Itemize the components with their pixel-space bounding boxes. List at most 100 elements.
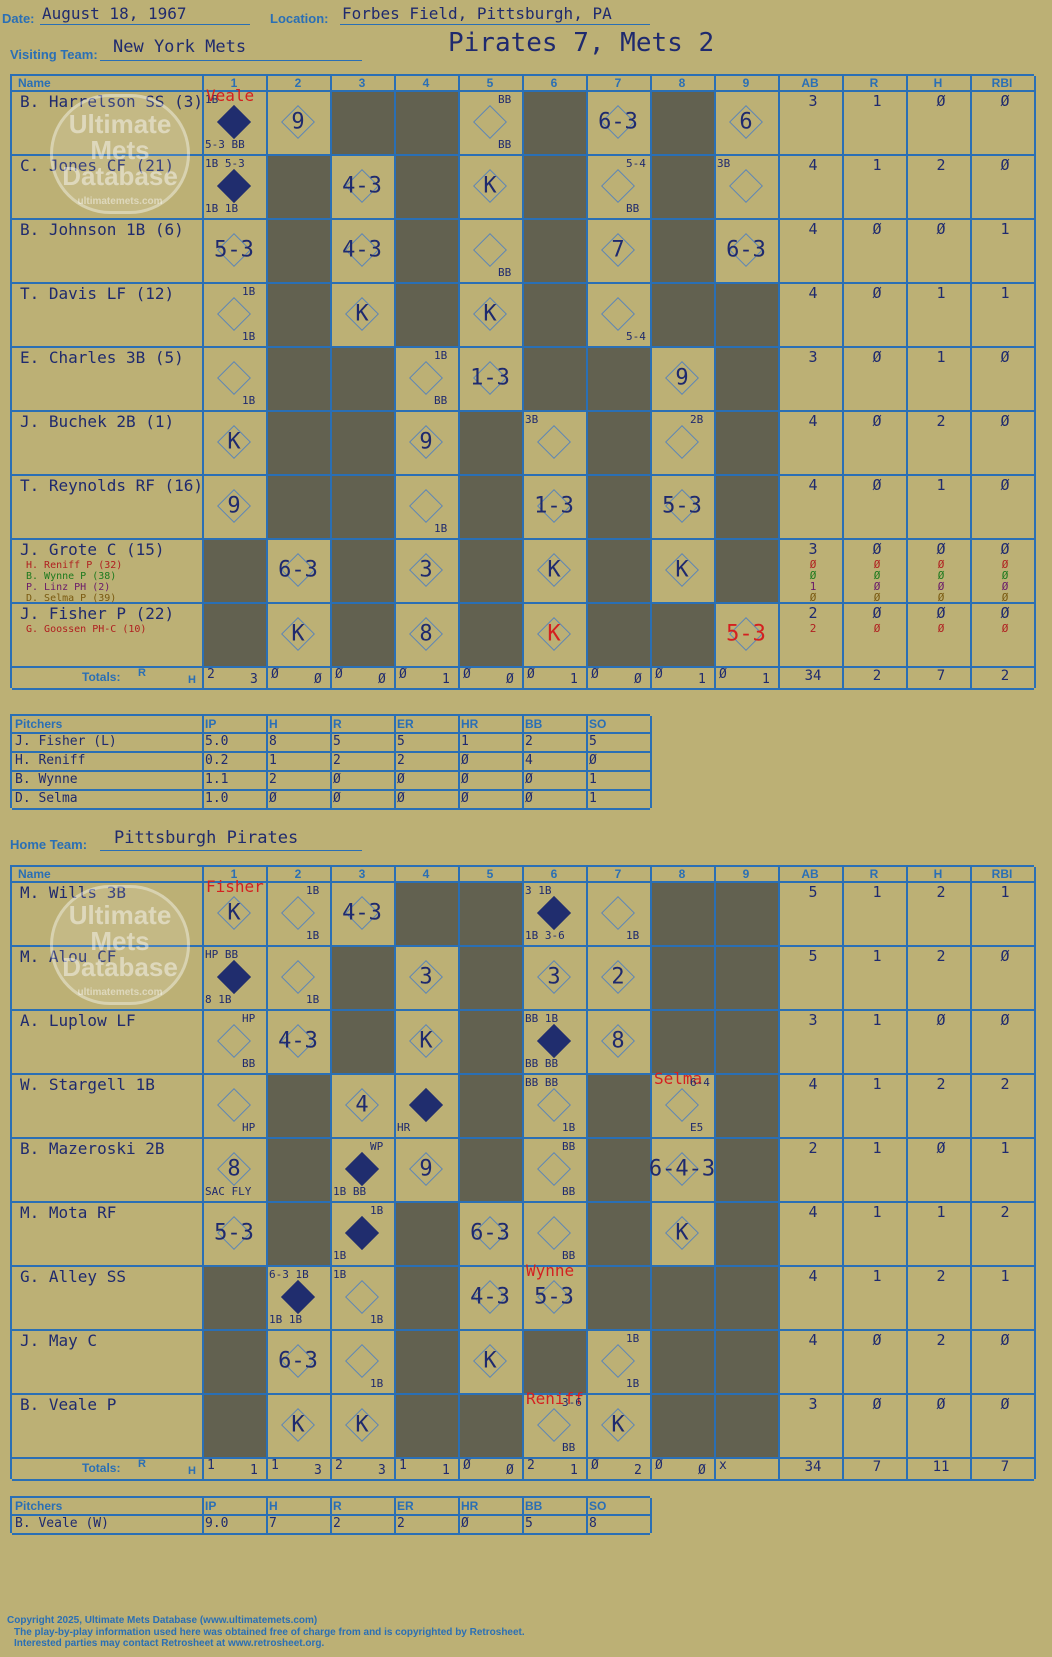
player-stat-h: 2 — [936, 1075, 946, 1093]
inactive-inning-cell — [458, 410, 522, 474]
inactive-inning-cell — [714, 282, 778, 346]
watermark-text: Mets — [90, 135, 150, 165]
play-notation: K — [611, 1412, 625, 1438]
player-stat-rbi: 1 — [1000, 883, 1010, 901]
base-diamond — [217, 361, 251, 395]
player-stat-ab: 3 — [808, 92, 818, 110]
inactive-inning-cell — [522, 346, 586, 410]
base-diamond — [665, 425, 699, 459]
column-header-rbi: RBI — [991, 867, 1013, 881]
player-stat-h: 2 — [936, 1331, 946, 1349]
grid-line-vertical — [330, 867, 332, 1479]
base-diamond — [409, 489, 443, 523]
team-total-h: 7 — [936, 668, 946, 684]
player-stat-h: 2 — [936, 412, 946, 430]
grid-line-vertical — [970, 76, 972, 688]
substitute-name: G. Goossen PH-C (10) — [26, 624, 147, 635]
inning-runs-total: Ø — [591, 1458, 599, 1473]
date-label: Date: — [2, 11, 35, 26]
grid-line-horizontal — [12, 410, 1034, 412]
visiting-pitchers-table: Pitchers IP H R ER HR BB SO J. Fisher (L) 5.0 8 5 5 1… — [10, 714, 652, 810]
play-notation: 8 — [419, 621, 433, 647]
play-notation: 5-3 — [662, 493, 702, 519]
player-stat-rbi: Ø — [1000, 412, 1010, 430]
play-notation: 4-3 — [342, 173, 382, 199]
run-scored-diamond — [345, 1152, 379, 1186]
play-notation: 1B — [242, 285, 256, 298]
substitute-stat-h: Ø — [937, 622, 945, 635]
play-notation: 3 — [419, 964, 433, 990]
inactive-inning-cell — [202, 1393, 266, 1457]
pitcher-stat: 1 — [589, 772, 597, 787]
inactive-inning-cell — [202, 538, 266, 602]
inning-runs-total: Ø — [591, 667, 599, 682]
play-notation: 5-3 — [214, 237, 254, 263]
play-notation: BB BB — [525, 1057, 559, 1070]
play-notation: 6-4-3 — [648, 1156, 716, 1182]
play-notation: 5-4 — [626, 157, 646, 170]
play-notation: 6-4 — [690, 1076, 710, 1089]
player-name: G. Alley SS — [20, 1267, 126, 1286]
inning-hits-total: 1 — [442, 1463, 450, 1478]
inning-runs-total: 1 — [207, 1458, 215, 1473]
play-notation: K — [547, 557, 561, 583]
player-stat-r: Ø — [872, 348, 882, 366]
play-notation: 9 — [419, 1156, 433, 1182]
player-stat-ab: 4 — [808, 284, 818, 302]
player-stat-ab: 4 — [808, 1267, 818, 1285]
base-diamond — [281, 960, 315, 994]
pitcher-stat: 1.1 — [205, 772, 229, 787]
inning-hits-total: 1 — [762, 672, 770, 687]
play-notation: 3 — [419, 557, 433, 583]
play-notation: 2B — [690, 413, 704, 426]
watermark-logo: Ultimate Mets Database ultimatemets.com — [50, 94, 190, 214]
totals-h-label: H — [188, 1465, 196, 1477]
grid-line-vertical — [842, 867, 844, 1479]
inactive-inning-cell — [330, 945, 394, 1009]
play-notation: K — [675, 557, 689, 583]
grid-line-vertical — [330, 716, 332, 808]
inactive-inning-cell — [714, 1009, 778, 1073]
base-diamond — [601, 896, 635, 930]
player-stat-rbi: 1 — [1000, 220, 1010, 238]
pitchers-header-ip: IP — [205, 1499, 217, 1513]
run-scored-diamond — [217, 105, 251, 139]
column-header-name: Name — [18, 76, 51, 90]
totals-r-label: R — [138, 667, 146, 679]
pitcher-stat: Ø — [461, 753, 469, 768]
grid-line-vertical — [906, 76, 908, 688]
player-stat-r: 1 — [872, 1075, 882, 1093]
inactive-inning-cell — [330, 1009, 394, 1073]
grid-line-horizontal — [12, 1265, 1034, 1267]
grid-line-horizontal — [12, 602, 1034, 604]
play-notation: 3 1B — [525, 884, 552, 897]
inactive-inning-cell — [202, 1329, 266, 1393]
inactive-inning-cell — [586, 410, 650, 474]
team-total-r: 7 — [872, 1459, 882, 1475]
base-diamond — [601, 297, 635, 331]
pitcher-stat: 5 — [333, 734, 341, 749]
player-stat-ab: 4 — [808, 412, 818, 430]
inactive-inning-cell — [330, 474, 394, 538]
play-notation: 1B — [370, 1377, 384, 1390]
grid-line-vertical — [202, 716, 204, 808]
grid-line-horizontal — [12, 538, 1034, 540]
play-notation: 3-6 — [562, 1396, 582, 1409]
player-stat-rbi: Ø — [1000, 604, 1010, 622]
play-notation: HR — [397, 1121, 411, 1134]
inning-hits-total: 2 — [634, 1463, 642, 1478]
player-stat-r: 1 — [872, 1267, 882, 1285]
player-stat-r: Ø — [872, 476, 882, 494]
inactive-inning-cell — [714, 1265, 778, 1329]
play-notation: 1B — [434, 522, 448, 535]
inning-runs-total: 1 — [271, 1458, 279, 1473]
inactive-inning-cell — [394, 1329, 458, 1393]
play-notation: 8 — [227, 1156, 241, 1182]
play-notation: 6-3 — [726, 237, 766, 263]
substitute-stat-ab: 2 — [809, 622, 817, 635]
inning-runs-total: Ø — [463, 1458, 471, 1473]
grid-line-vertical — [458, 716, 460, 808]
player-stat-h: 2 — [936, 156, 946, 174]
grid-line-horizontal — [12, 1329, 1034, 1331]
grid-line-vertical — [266, 716, 268, 808]
